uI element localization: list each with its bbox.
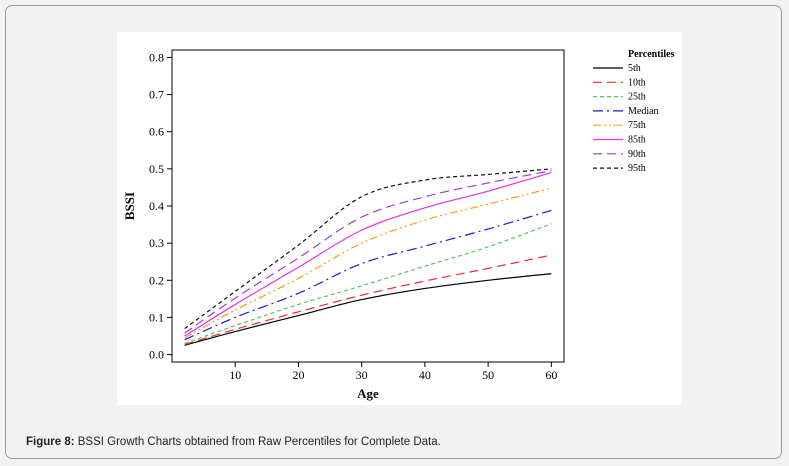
series-line-median [184,209,552,341]
series-line-25th [184,223,552,344]
series-line-85th [184,171,552,337]
figure-frame: 0.0 0.1 0.2 0.3 0.4 0.5 0.6 0.7 0.8 10 20 30 40 50 60 A… [5,5,782,459]
growth-chart: 0.0 0.1 0.2 0.3 0.4 0.5 0.6 0.7 0.8 10 20 30 40 50 60 A… [122,49,675,401]
chart-panel: 0.0 0.1 0.2 0.3 0.4 0.5 0.6 0.7 0.8 10 20 30 40 50 60 A… [117,32,682,405]
y-tick-label: 0.8 [149,50,164,64]
legend-entry: Median [628,106,659,117]
y-tick-label: 0.1 [149,310,164,324]
series-line-5th [184,273,552,346]
caption-text: BSSI Growth Charts obtained from Raw Per… [74,436,441,448]
x-tick-label: 20 [292,368,304,382]
x-tick-label: 10 [229,368,241,382]
legend-entry: 25th [628,92,646,103]
plot-frame [171,49,565,363]
y-axis-label: BSSI [122,192,137,220]
figure-caption: Figure 8: BSSI Growth Charts obtained fr… [26,436,441,448]
x-tick-label: 60 [545,368,557,382]
y-tick-label: 0.2 [149,273,164,287]
y-tick-label: 0.7 [149,88,164,102]
caption-label: Figure 8: [26,436,75,448]
legend-title: Percentiles [628,49,675,60]
legend-entry: 5th [628,63,641,74]
series-line-75th [184,187,552,339]
x-axis-label: Age [357,386,379,401]
legend-entry: 85th [628,135,646,146]
legend-entry: 90th [628,149,646,160]
legend-entry: 10th [628,77,646,88]
y-tick-label: 0.0 [149,348,164,362]
series-line-90th [184,170,552,334]
x-tick-label: 50 [482,368,494,382]
x-tick-label: 40 [419,368,431,382]
y-tick-label: 0.4 [149,199,164,213]
legend-entry: 75th [628,120,646,131]
legend-entry: 95th [628,163,646,174]
series-line-95th [184,168,552,330]
y-tick-label: 0.3 [149,236,164,250]
y-tick-label: 0.6 [149,125,164,139]
series-line-10th [184,254,552,346]
x-tick-label: 30 [356,368,368,382]
y-tick-label: 0.5 [149,162,164,176]
